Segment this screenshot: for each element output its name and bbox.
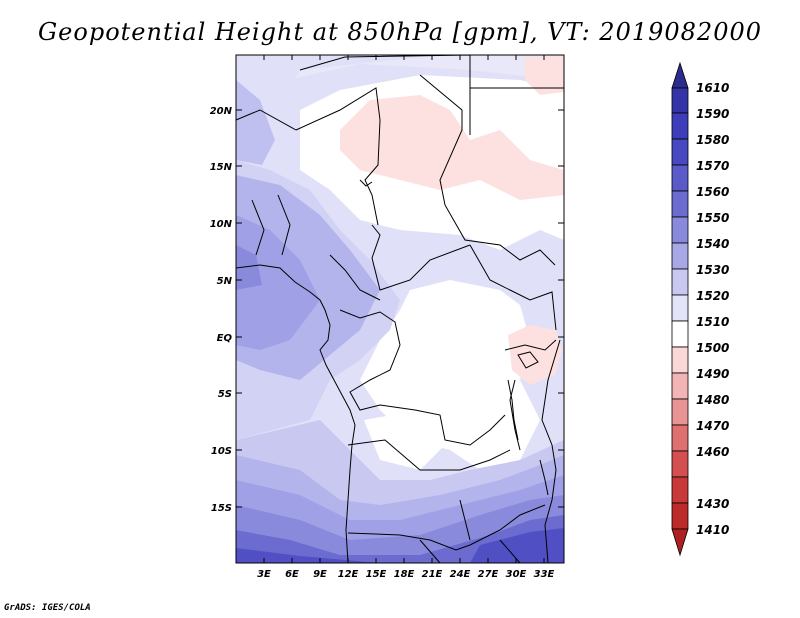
colorbar-seg — [671, 268, 689, 296]
grads-credit: GrADS: IGES/COLA — [4, 603, 91, 613]
border-3 — [299, 54, 471, 135]
contour-1580-se — [470, 528, 564, 563]
lon-label: 18E — [394, 569, 415, 580]
border-14 — [419, 539, 441, 564]
colorbar-label: 1580 — [696, 133, 729, 147]
colorbar-labels: 1610 1590 1580 1570 1560 1550 1540 1530 … — [696, 81, 729, 537]
border-1 — [295, 87, 381, 226]
map-shading — [236, 55, 564, 563]
colorbar-label: 1480 — [696, 393, 729, 407]
map-borders — [235, 54, 564, 564]
colorbar-seg — [671, 476, 689, 504]
lat-label: 15N — [210, 162, 233, 173]
border-11 — [504, 339, 557, 351]
lon-label: 24E — [450, 569, 471, 580]
lake-tanganyika — [507, 379, 519, 441]
colorbar-label: 1540 — [696, 237, 729, 251]
colorbar-label: 1510 — [696, 315, 729, 329]
colorbar-bottom-arrow — [671, 528, 689, 557]
colorbar-seg — [671, 502, 689, 530]
colorbar-seg — [671, 190, 689, 218]
border-9 — [339, 309, 506, 446]
colorbar-label: 1460 — [696, 445, 729, 459]
colorbar-top-arrow — [671, 61, 689, 89]
colorbar-seg — [671, 320, 689, 348]
lat-label: 20N — [210, 106, 233, 117]
lat-label: EQ — [217, 333, 233, 344]
colorbar-seg — [671, 87, 689, 114]
border-5 — [419, 74, 556, 266]
lon-label: 3E — [257, 569, 271, 580]
lake-victoria — [517, 351, 539, 369]
lat-ticks — [236, 109, 564, 508]
lat-label: 10N — [210, 219, 233, 230]
border-16 — [499, 539, 521, 564]
contour-1560-west — [236, 245, 262, 290]
colorbar — [671, 61, 689, 557]
colorbar-label: 1520 — [696, 289, 729, 303]
lon-label: 6E — [285, 569, 299, 580]
coastline-west-africa — [235, 264, 356, 564]
border-10 — [347, 439, 511, 471]
border-8 — [329, 254, 381, 301]
contour-1510-south — [364, 410, 450, 470]
map-frame — [235, 54, 565, 564]
colorbar-seg — [671, 398, 689, 426]
border-6 — [371, 224, 471, 291]
lon-label: 12E — [338, 569, 359, 580]
colorbar-seg — [671, 424, 689, 452]
colorbar-label: 1550 — [696, 211, 729, 225]
colorbar-seg — [671, 346, 689, 374]
colorbar-label: 1530 — [696, 263, 729, 277]
colorbar-seg — [671, 216, 689, 244]
lat-labels: 20N 15N 10N 5N EQ 5S 10S 15S — [210, 106, 233, 514]
lon-labels: 3E 6E 9E 12E 15E 18E 21E 24E 27E 30E 33E — [257, 569, 554, 580]
colorbar-label: 1410 — [696, 523, 729, 537]
colorbar-label: 1590 — [696, 107, 729, 121]
lon-label: 33E — [534, 569, 555, 580]
colorbar-seg — [671, 294, 689, 322]
border-2 — [235, 109, 297, 131]
lake-malawi — [539, 459, 549, 496]
lat-label: 5S — [218, 389, 232, 400]
lon-label: 27E — [478, 569, 499, 580]
colorbar-seg — [671, 138, 689, 166]
coastline-east-africa — [541, 339, 561, 564]
contour-1500-sahara — [340, 95, 564, 200]
contour-1500-ne — [525, 55, 564, 95]
lon-ticks — [263, 55, 545, 563]
colorbar-seg — [671, 450, 689, 478]
colorbar-seg — [671, 242, 689, 270]
colorbar-label: 1490 — [696, 367, 729, 381]
contour-1540-nw — [236, 80, 275, 165]
lon-label: 30E — [506, 569, 527, 580]
colorbar-label: 1610 — [696, 81, 729, 95]
lake-chad — [359, 179, 373, 187]
colorbar-label: 1560 — [696, 185, 729, 199]
colorbar-seg — [671, 164, 689, 192]
border-17 — [277, 194, 291, 256]
colorbar-label: 1500 — [696, 341, 729, 355]
lon-label: 9E — [313, 569, 327, 580]
lat-label: 10S — [211, 446, 232, 457]
contour-1550-west — [236, 215, 320, 350]
colorbar-seg — [671, 112, 689, 140]
contour-1500-rift — [508, 325, 562, 385]
colorbar-seg — [671, 372, 689, 400]
border-15 — [459, 499, 471, 541]
lat-label: 5N — [217, 276, 233, 287]
contour-1580-sw — [236, 548, 380, 563]
border-7 — [469, 244, 557, 331]
border-13 — [347, 504, 546, 551]
colorbar-label: 1430 — [696, 497, 729, 511]
map-title: Geopotential Height at 850hPa [gpm], VT:… — [38, 18, 762, 46]
lon-label: 21E — [422, 569, 443, 580]
lat-label: 15S — [211, 503, 232, 514]
contour-1510-north — [296, 55, 564, 80]
border-18 — [251, 199, 265, 256]
colorbar-label: 1470 — [696, 419, 729, 433]
colorbar-label: 1570 — [696, 159, 729, 173]
lon-label: 15E — [366, 569, 387, 580]
